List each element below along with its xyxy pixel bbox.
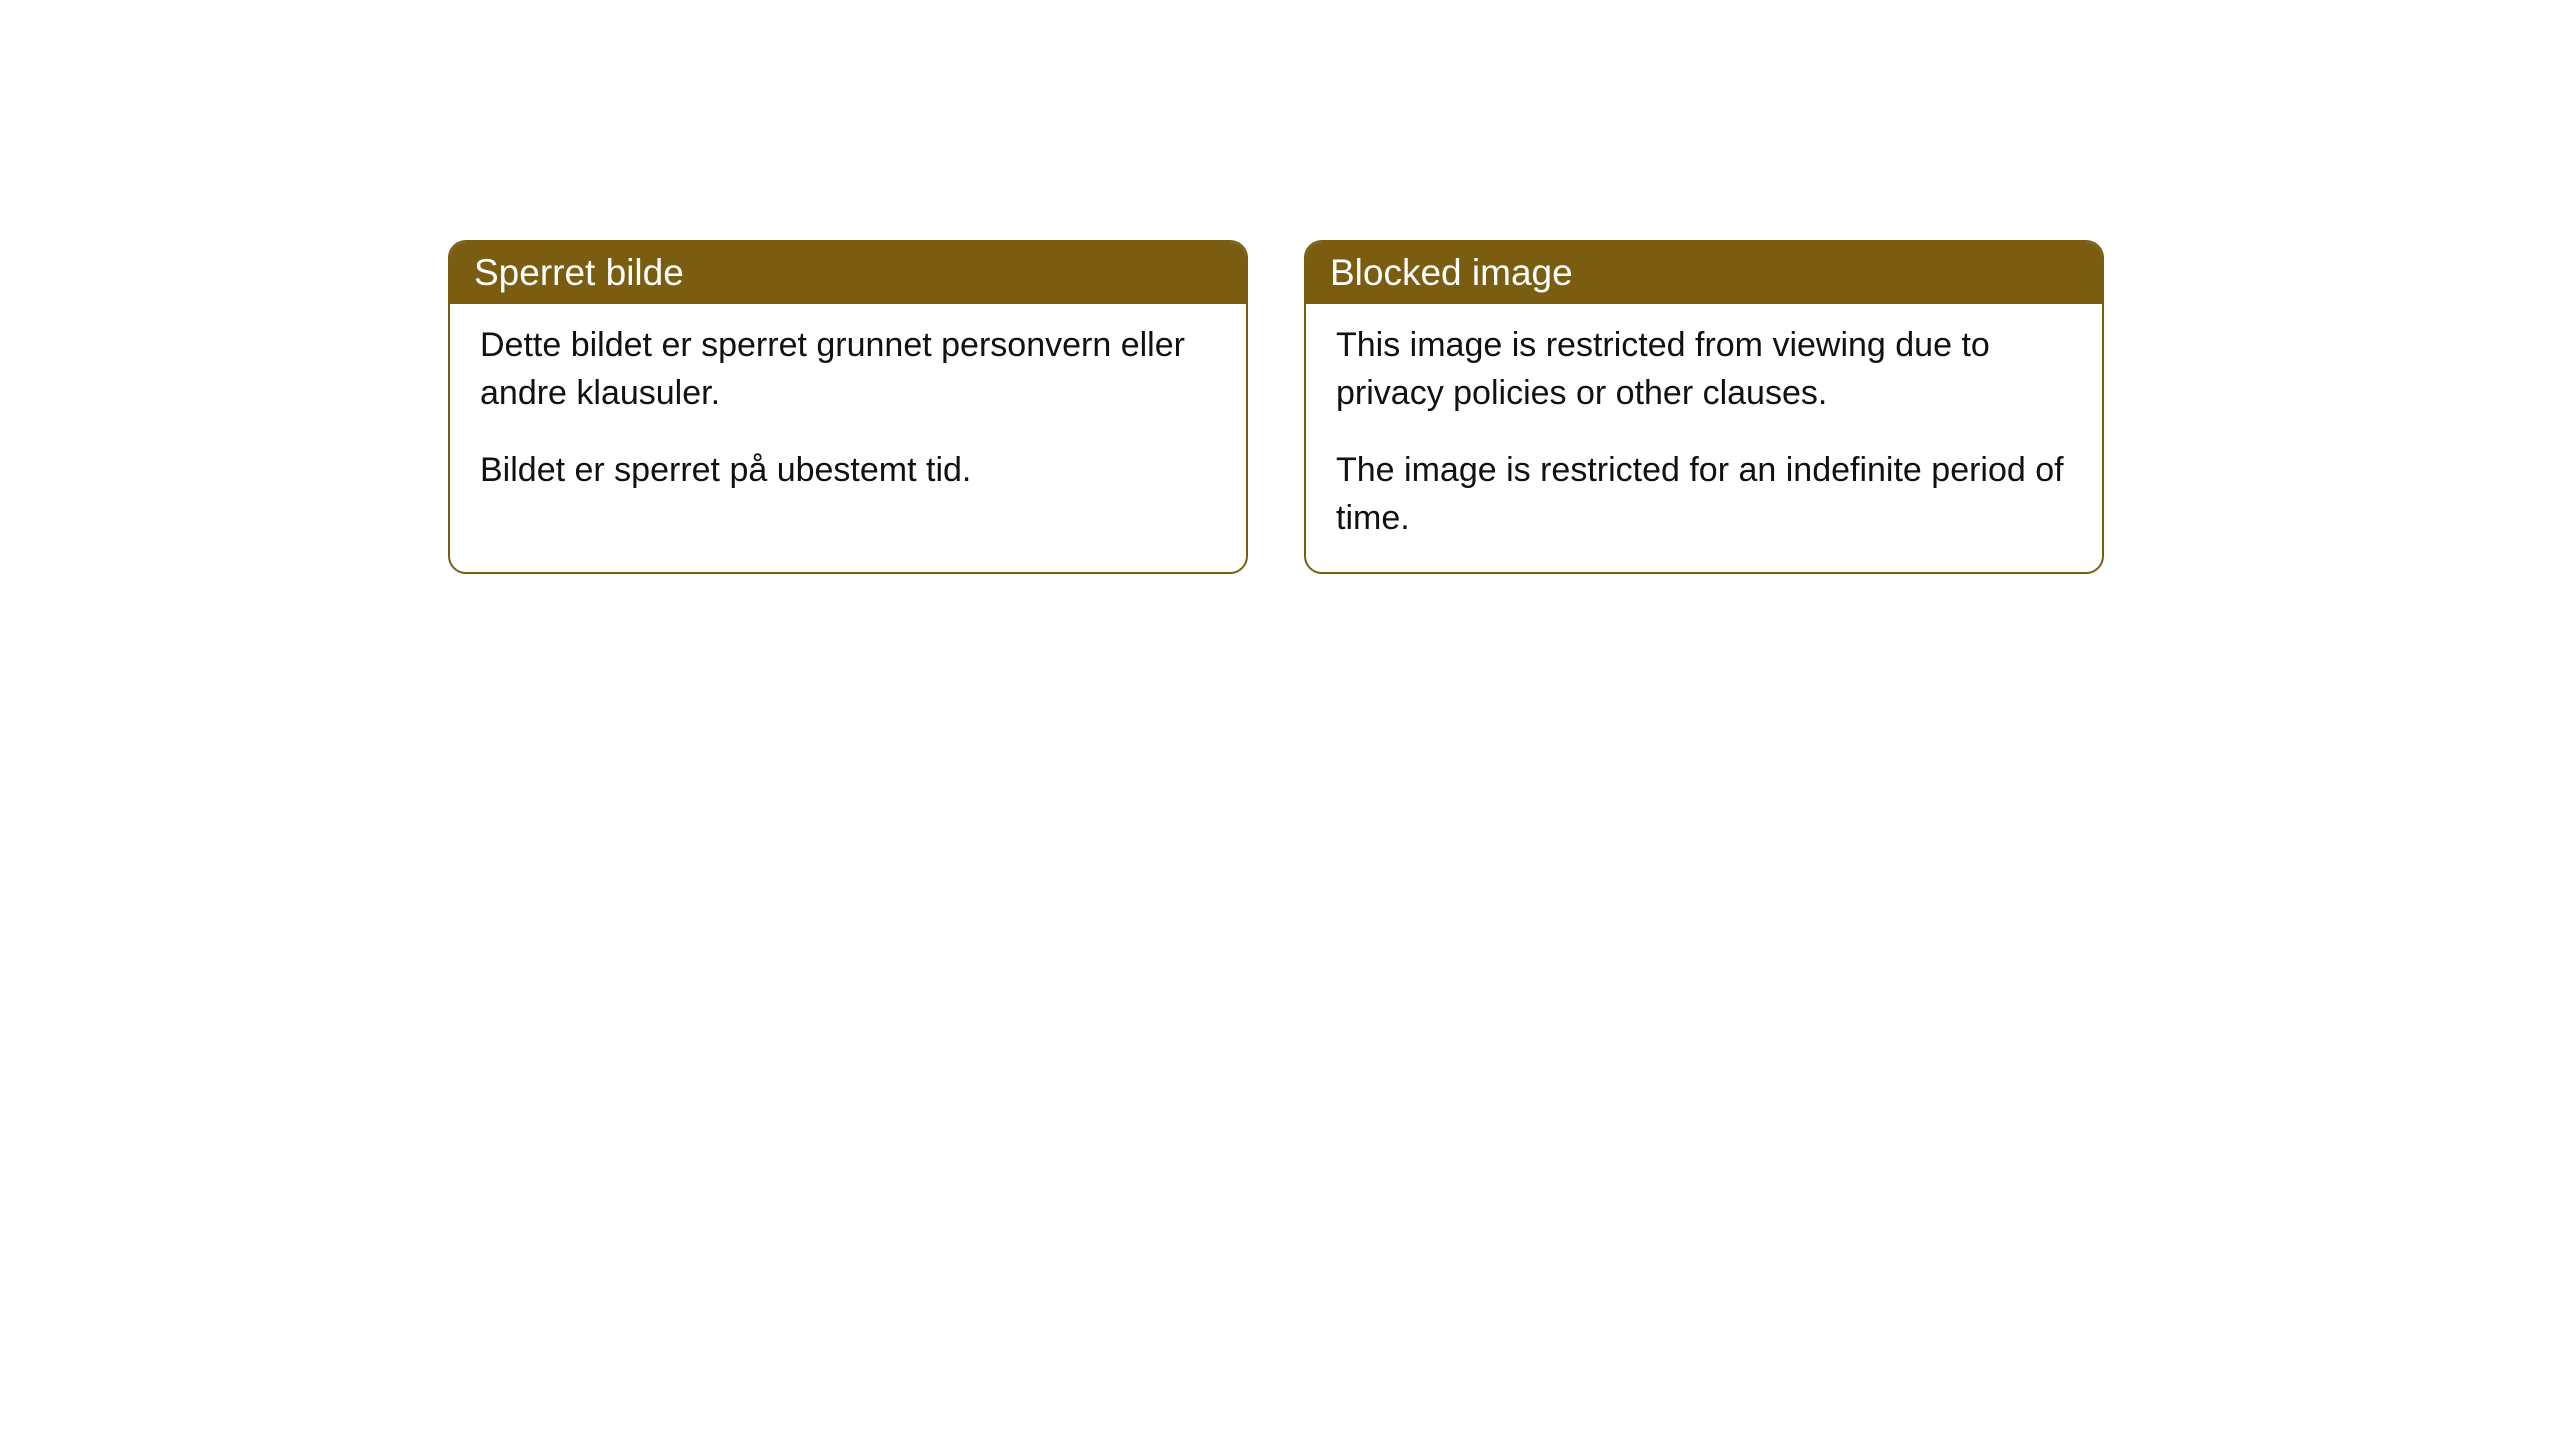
- notice-paragraph: This image is restricted from viewing du…: [1336, 322, 2072, 417]
- notice-card-norwegian: Sperret bilde Dette bildet er sperret gr…: [448, 240, 1248, 574]
- notice-paragraph: Bildet er sperret på ubestemt tid.: [480, 447, 1216, 495]
- notice-header: Sperret bilde: [450, 242, 1246, 304]
- notice-body: This image is restricted from viewing du…: [1306, 304, 2102, 572]
- notice-paragraph: The image is restricted for an indefinit…: [1336, 447, 2072, 542]
- notice-paragraph: Dette bildet er sperret grunnet personve…: [480, 322, 1216, 417]
- notice-cards-container: Sperret bilde Dette bildet er sperret gr…: [448, 240, 2104, 574]
- notice-header: Blocked image: [1306, 242, 2102, 304]
- notice-body: Dette bildet er sperret grunnet personve…: [450, 304, 1246, 525]
- notice-card-english: Blocked image This image is restricted f…: [1304, 240, 2104, 574]
